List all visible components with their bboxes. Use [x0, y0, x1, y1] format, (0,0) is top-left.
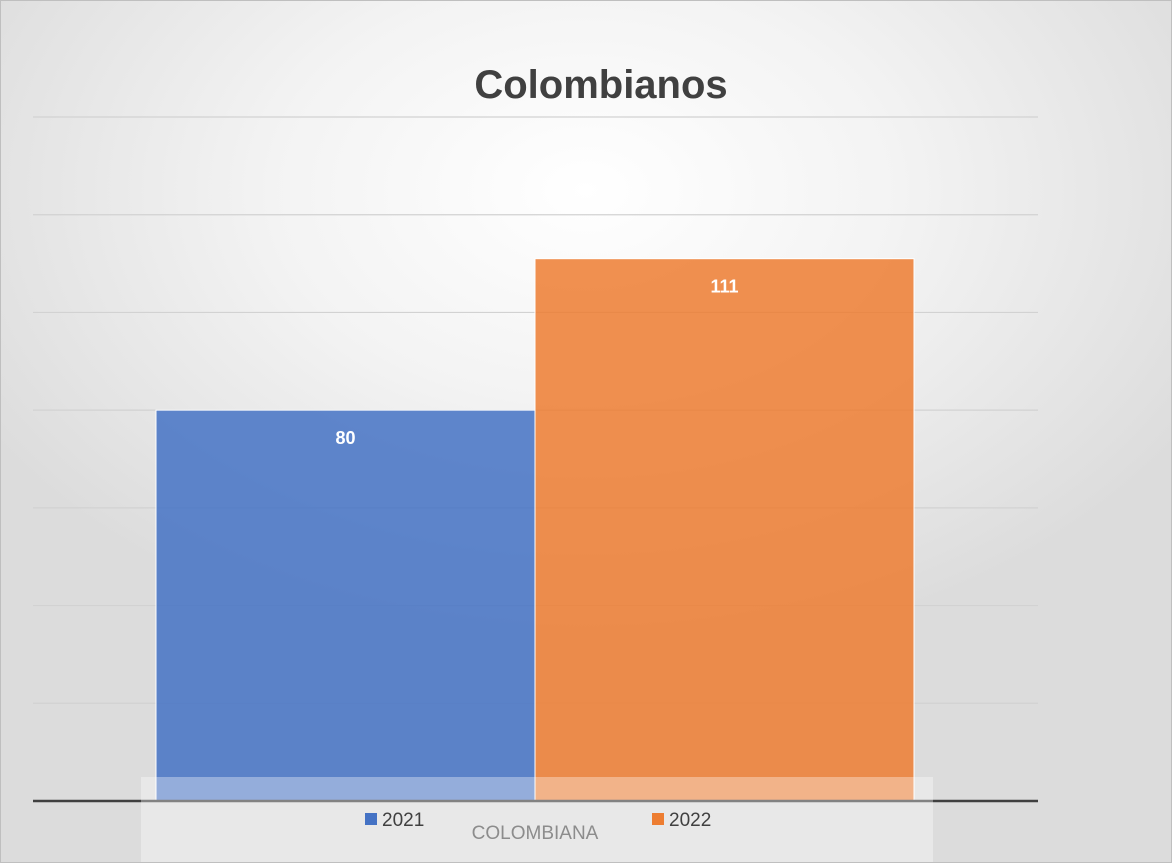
legend-swatch-2021	[365, 813, 377, 825]
bar-2021	[155, 409, 536, 802]
chart-title: Colombianos	[474, 63, 727, 107]
legend: 2021 2022	[365, 810, 711, 831]
data-label-2022: 111	[710, 277, 738, 297]
bar-series: 80 111	[155, 258, 915, 802]
bar-2022	[534, 258, 915, 802]
legend-swatch-2022	[652, 813, 664, 825]
legend-label-2021: 2021	[382, 810, 424, 831]
legend-backdrop	[141, 777, 933, 862]
category-label: COLOMBIANA	[472, 823, 599, 844]
legend-label-2022: 2022	[669, 810, 711, 831]
data-label-2021: 80	[335, 428, 355, 448]
